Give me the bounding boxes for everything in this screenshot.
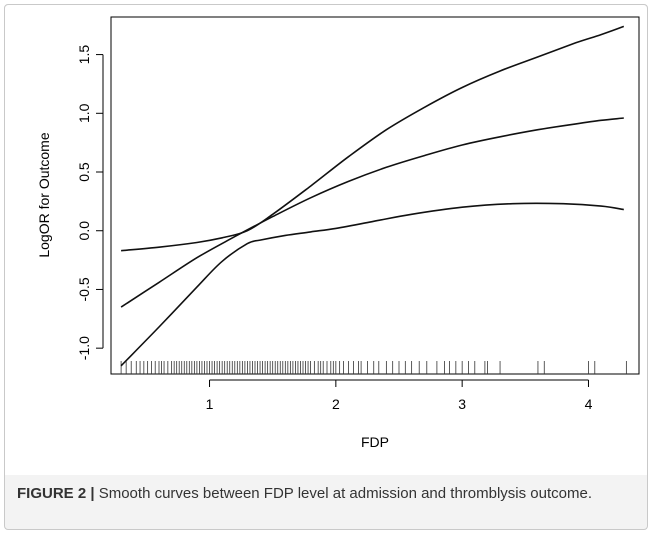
rug-ticks [120, 361, 627, 374]
figure-label: FIGURE 2 | [17, 485, 95, 502]
y-tick-label-5: 1.5 [76, 45, 92, 65]
figure-caption: FIGURE 2 | Smooth curves between FDP lev… [17, 483, 637, 505]
x-axis: 1 2 3 4 [206, 379, 593, 412]
series-line-2 [121, 25, 625, 252]
series-line-0 [120, 202, 624, 367]
y-axis: -1.0 -0.5 0.0 0.5 1.0 1.5 [76, 45, 104, 360]
y-tick-label-0: -1.0 [76, 336, 92, 360]
y-tick-label-1: -0.5 [76, 277, 92, 301]
figure-frame: 1 2 3 4 -1.0 -0.5 0.0 0.5 1.0 1.5 FDP LogOR for … [4, 4, 648, 530]
series-line-1 [120, 117, 624, 308]
x-tick-label-2: 3 [458, 396, 466, 412]
y-tick-label-3: 0.5 [76, 162, 92, 182]
series-lines [120, 25, 625, 367]
y-axis-title: LogOR for Outcome [36, 132, 52, 257]
chart-svg: 1 2 3 4 -1.0 -0.5 0.0 0.5 1.0 1.5 FDP LogOR for … [36, 16, 640, 450]
plot-panel: 1 2 3 4 -1.0 -0.5 0.0 0.5 1.0 1.5 FDP LogOR for … [5, 5, 647, 475]
y-tick-label-2: 0.0 [76, 221, 92, 241]
y-tick-label-4: 1.0 [76, 103, 92, 123]
x-tick-label-3: 4 [585, 396, 593, 412]
x-axis-title: FDP [361, 434, 389, 450]
caption-text: Smooth curves between FDP level at admis… [98, 485, 593, 502]
plot-area-frame [110, 16, 640, 375]
x-tick-label-1: 2 [332, 396, 340, 412]
x-tick-label-0: 1 [206, 396, 214, 412]
